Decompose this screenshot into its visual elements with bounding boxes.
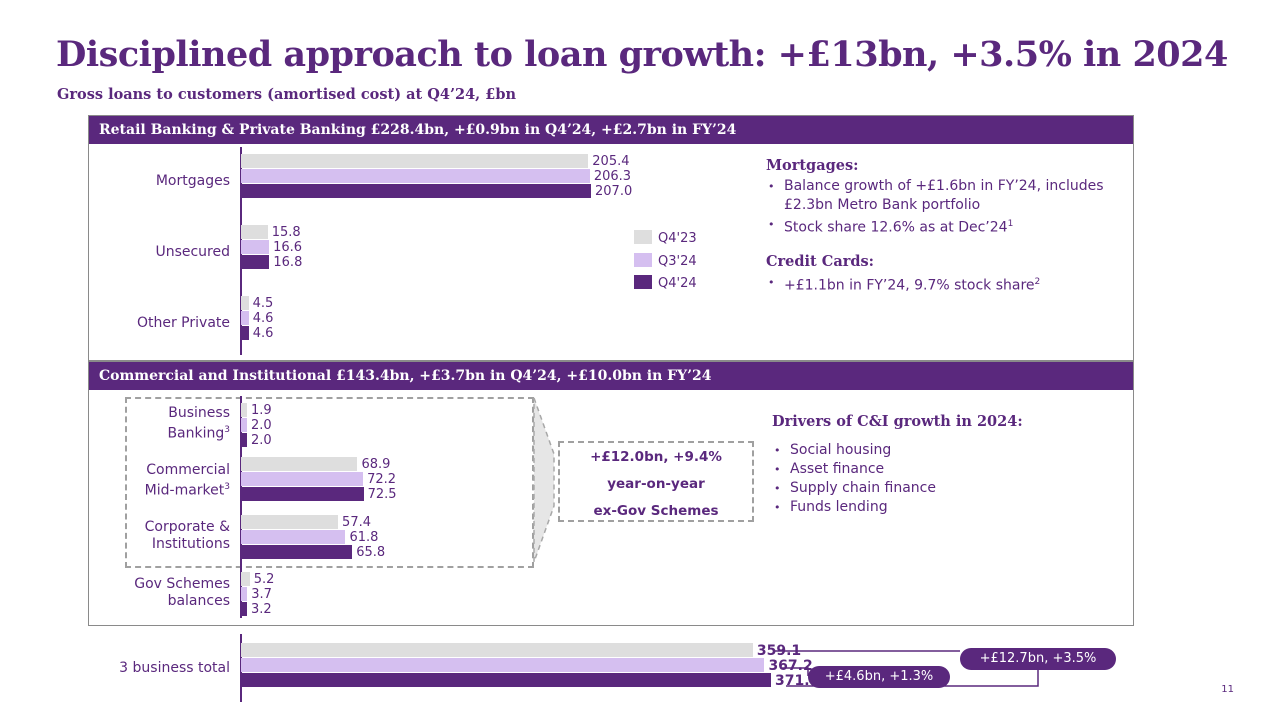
category-label: Mortgages	[155, 173, 230, 189]
credit-cards-note-item: +£1.1bn in FY’24, 9.7% stock share2	[766, 273, 1126, 296]
bar-value-label: 205.4	[592, 154, 630, 169]
driver-item: Supply chain finance	[772, 479, 1072, 498]
ci-panel-header: Commercial and Institutional £143.4bn, +…	[89, 362, 1133, 390]
mortgages-note-item: Balance growth of +£1.6bn in FY’24, incl…	[766, 177, 1126, 215]
bar-q4-23	[241, 643, 753, 657]
bar-value-label: 4.6	[252, 326, 274, 341]
bar-value-label: 1.9	[251, 403, 272, 418]
bar-value-label: 57.4	[342, 515, 371, 530]
mortgages-note-list: Balance growth of +£1.6bn in FY’24, incl…	[766, 177, 1126, 238]
bar-q4-24	[241, 255, 270, 269]
total-axis	[240, 634, 242, 702]
bar-value-label: 367.2	[768, 658, 813, 674]
footnote-marker: 1	[1007, 219, 1014, 229]
bar-q3-24	[241, 658, 765, 672]
bar-value-label: 16.8	[273, 255, 303, 270]
driver-item: Social housing	[772, 441, 1072, 460]
ci-axis	[240, 396, 242, 618]
category-label: Unsecured	[155, 244, 230, 260]
category-label: Other Private	[136, 315, 230, 331]
legend-label: Q4'23	[658, 231, 697, 246]
driver-item: Funds lending	[772, 498, 1072, 517]
category-label: Corporate & Institutions	[144, 519, 230, 552]
legend-swatch	[634, 230, 652, 244]
bar-value-label: 65.8	[356, 545, 386, 560]
page-title: Disciplined approach to loan growth: +£1…	[56, 34, 1228, 75]
legend-swatch	[634, 275, 652, 289]
page-number: 11	[1221, 684, 1234, 695]
bar-value-label: 16.6	[273, 240, 303, 255]
credit-cards-note-heading: Credit Cards:	[766, 253, 875, 270]
bar-q3-24	[241, 418, 247, 432]
legend-item-q4-23: Q4'23	[634, 230, 697, 246]
bar-q4-23	[241, 515, 339, 529]
driver-item: Asset finance	[772, 460, 1072, 479]
bar-q3-24	[241, 530, 346, 544]
category-label: Gov Schemes balances	[134, 576, 230, 609]
legend-item-q3-24: Q3'24	[634, 253, 697, 269]
callout-line-2: year-on-year	[607, 476, 705, 492]
retail-panel: Retail Banking & Private Banking £228.4b…	[88, 115, 1134, 361]
bar-value-label: 72.2	[367, 472, 397, 487]
ci-growth-callout: +£12.0bn, +9.4% year-on-year ex-Gov Sche…	[558, 441, 754, 522]
page-subtitle: Gross loans to customers (amortised cost…	[57, 86, 517, 103]
drivers-heading: Drivers of C&I growth in 2024:	[772, 413, 1023, 430]
retail-axis	[240, 147, 242, 355]
bar-value-label: 61.8	[349, 530, 379, 545]
bar-q4-23	[241, 154, 589, 168]
bar-q3-24	[241, 311, 249, 325]
bar-q4-23	[241, 572, 250, 586]
credit-cards-note-list: +£1.1bn in FY’24, 9.7% stock share2	[766, 273, 1126, 296]
bar-value-label: 4.6	[252, 311, 274, 326]
legend-label: Q3'24	[658, 254, 697, 269]
retail-panel-header: Retail Banking & Private Banking £228.4b…	[89, 116, 1133, 144]
bar-value-label: 15.8	[271, 225, 301, 240]
footnote-marker: 2	[1034, 277, 1041, 287]
bar-q4-23	[241, 225, 268, 239]
bar-q4-24	[241, 326, 249, 340]
ci-ex-gov-group-box	[125, 397, 534, 568]
category-label: Business Banking3	[167, 405, 230, 442]
bar-value-label: 5.2	[253, 572, 275, 587]
bar-value-label: 206.3	[593, 169, 632, 184]
q4-growth-pill: +£4.6bn, +1.3%	[808, 666, 950, 688]
bar-q4-23	[241, 296, 249, 310]
callout-connector	[533, 397, 555, 563]
bar-value-label: 4.5	[252, 296, 274, 311]
bar-q4-24	[241, 545, 353, 559]
callout-line-1: +£12.0bn, +9.4%	[590, 449, 722, 465]
mortgages-note-item: Stock share 12.6% as at Dec’241	[766, 215, 1126, 238]
bar-value-label: 68.9	[361, 457, 391, 472]
bar-q4-24	[241, 433, 247, 447]
bar-value-label: 3.2	[251, 602, 272, 617]
ci-panel: Commercial and Institutional £143.4bn, +…	[88, 361, 1134, 626]
fy-growth-pill: +£12.7bn, +3.5%	[960, 648, 1116, 670]
category-label: Commercial Mid-market3	[144, 462, 230, 499]
bar-q3-24	[241, 587, 248, 601]
bar-q3-24	[241, 240, 270, 254]
bar-value-label: 207.0	[595, 184, 633, 199]
drivers-list: Social housing Asset finance Supply chai…	[772, 441, 1072, 517]
bar-value-label: 3.7	[251, 587, 272, 602]
mortgages-note-heading: Mortgages:	[766, 157, 859, 174]
legend-item-q4-24: Q4'24	[634, 275, 697, 291]
bar-value-label: 72.5	[367, 487, 397, 502]
legend-label: Q4'24	[658, 276, 697, 291]
bar-value-label: 2.0	[251, 433, 272, 448]
bar-q4-24	[241, 673, 771, 687]
callout-line-3: ex-Gov Schemes	[593, 503, 719, 519]
bar-q4-23	[241, 403, 247, 417]
bar-q4-23	[241, 457, 358, 471]
bar-q3-24	[241, 472, 364, 486]
bar-q4-24	[241, 602, 247, 616]
bar-q4-24	[241, 184, 591, 198]
bar-value-label: 359.1	[756, 643, 802, 659]
bar-q4-24	[241, 487, 364, 501]
bar-value-label: 2.0	[251, 418, 272, 433]
category-label: 3 business total	[119, 660, 230, 676]
bar-q3-24	[241, 169, 590, 183]
legend-swatch	[634, 253, 652, 267]
